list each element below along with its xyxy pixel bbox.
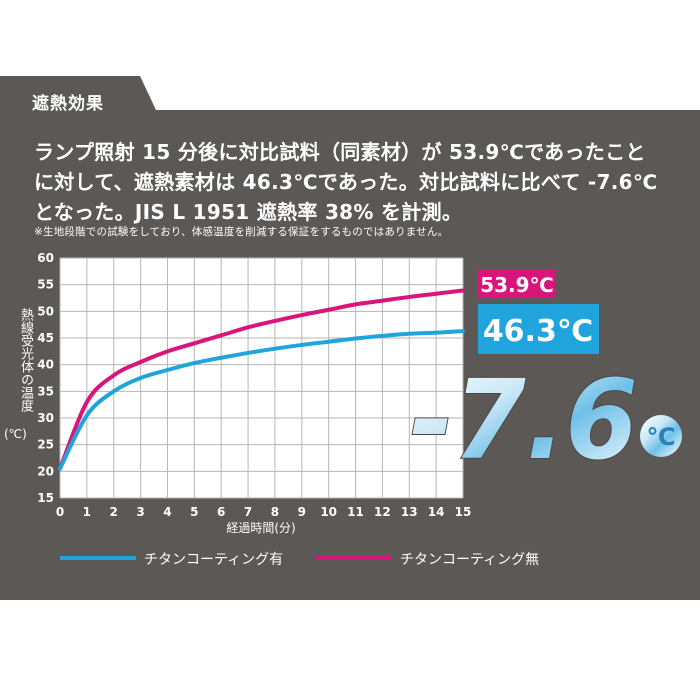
y-tick-label: 45	[37, 331, 54, 345]
uncoated-value-label: 53.9℃	[480, 273, 554, 297]
x-tick-label: 5	[190, 505, 198, 519]
disclaimer-note: ※生地段階での試験をしており、体感温度を削減する保証をするものではありません。	[34, 226, 449, 238]
difference-value: -7.6	[410, 356, 638, 484]
unit-bubble-icon	[640, 415, 682, 457]
y-tick-label: 55	[37, 278, 54, 292]
x-tick-label: 6	[217, 505, 225, 519]
y-tick-label: 25	[37, 438, 54, 452]
series-line-uncoated	[58, 288, 465, 471]
description: ランプ照射 15 分後に対比試料（同素材）が 53.9℃であったこと に対して、…	[34, 137, 657, 227]
x-tick-label: 1	[83, 505, 91, 519]
y-tick-label: 60	[37, 251, 54, 265]
x-tick-label: 3	[136, 505, 144, 519]
y-tick-label: 20	[37, 464, 54, 478]
y-tick-label: 30	[37, 411, 54, 425]
x-tick-label: 12	[374, 505, 391, 519]
description-line: となった。JIS L 1951 遮熱率 38% を計測。	[34, 200, 463, 224]
difference-unit: ℃	[646, 423, 675, 451]
x-tick-label: 10	[320, 505, 337, 519]
y-tick-label: 50	[37, 304, 54, 318]
x-tick-label: 4	[163, 505, 171, 519]
plot-area	[60, 258, 463, 498]
x-axis-label: 経過時間(分)	[226, 521, 295, 535]
legend-label-coated: チタンコーティング有	[144, 552, 283, 568]
x-tick-label: 11	[347, 505, 364, 519]
coated-value-label: 46.3℃	[483, 314, 593, 349]
coated-value-badge	[478, 304, 599, 354]
x-tick-label: 8	[271, 505, 279, 519]
x-tick-label: 15	[455, 505, 472, 519]
x-tick-label: 0	[56, 505, 64, 519]
x-tick-label: 7	[244, 505, 252, 519]
description-line: ランプ照射 15 分後に対比試料（同素材）が 53.9℃であったこと	[34, 140, 646, 164]
y-tick-label: 40	[37, 358, 54, 372]
x-tick-label: 9	[298, 505, 306, 519]
series-line-coated	[58, 329, 465, 471]
y-axis-unit: (℃)	[4, 427, 27, 441]
description-line: に対して、遮熱素材は 46.3℃であった。対比試料に比べて -7.6℃	[34, 170, 658, 194]
x-tick-label: 13	[401, 505, 418, 519]
x-tick-label: 2	[110, 505, 118, 519]
section-label: 遮熱効果	[32, 94, 104, 114]
x-tick-label: 14	[428, 505, 445, 519]
y-tick-label: 35	[37, 384, 54, 398]
y-axis-label: 熱線受光体の温度 (℃)	[4, 308, 34, 441]
y-tick-label: 15	[37, 491, 54, 505]
uncoated-value-badge	[478, 270, 556, 298]
legend-label-uncoated: チタンコーティング無	[400, 552, 539, 568]
y-axis-label-text: 熱線受光体の温度	[18, 308, 33, 412]
